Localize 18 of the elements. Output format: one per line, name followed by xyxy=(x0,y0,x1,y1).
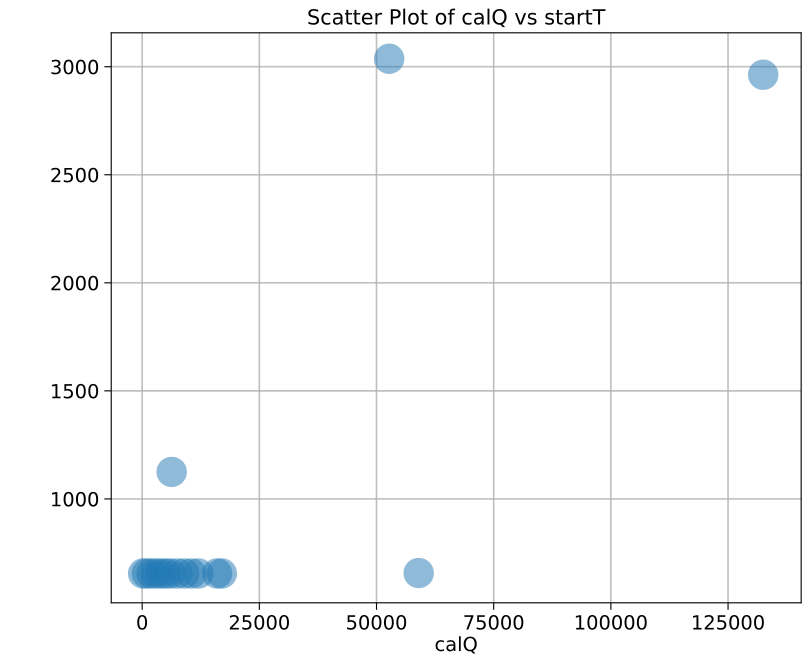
x-tick-label: 50000 xyxy=(347,615,406,630)
point xyxy=(374,44,404,74)
x-tick-label: 25000 xyxy=(230,615,289,630)
x-tick-label: 125000 xyxy=(693,615,764,630)
y-tick-label: 2500 xyxy=(51,168,98,182)
y-tick-label: 1000 xyxy=(52,492,98,507)
chart-title: Scatter Plot of calQ vs startT xyxy=(308,8,606,28)
y-tick-label: 3000 xyxy=(51,60,98,74)
y-tick-label: 1500 xyxy=(52,384,98,399)
point xyxy=(403,558,434,588)
x-tick-label: 100000 xyxy=(576,615,647,630)
x-axis-title: calQ xyxy=(436,636,477,654)
point xyxy=(206,558,238,589)
point xyxy=(748,60,778,90)
y-tick-label: 2000 xyxy=(51,276,98,290)
point xyxy=(156,456,187,488)
x-tick-label: 0 xyxy=(137,615,148,630)
x-tick-label: 75000 xyxy=(464,615,524,630)
